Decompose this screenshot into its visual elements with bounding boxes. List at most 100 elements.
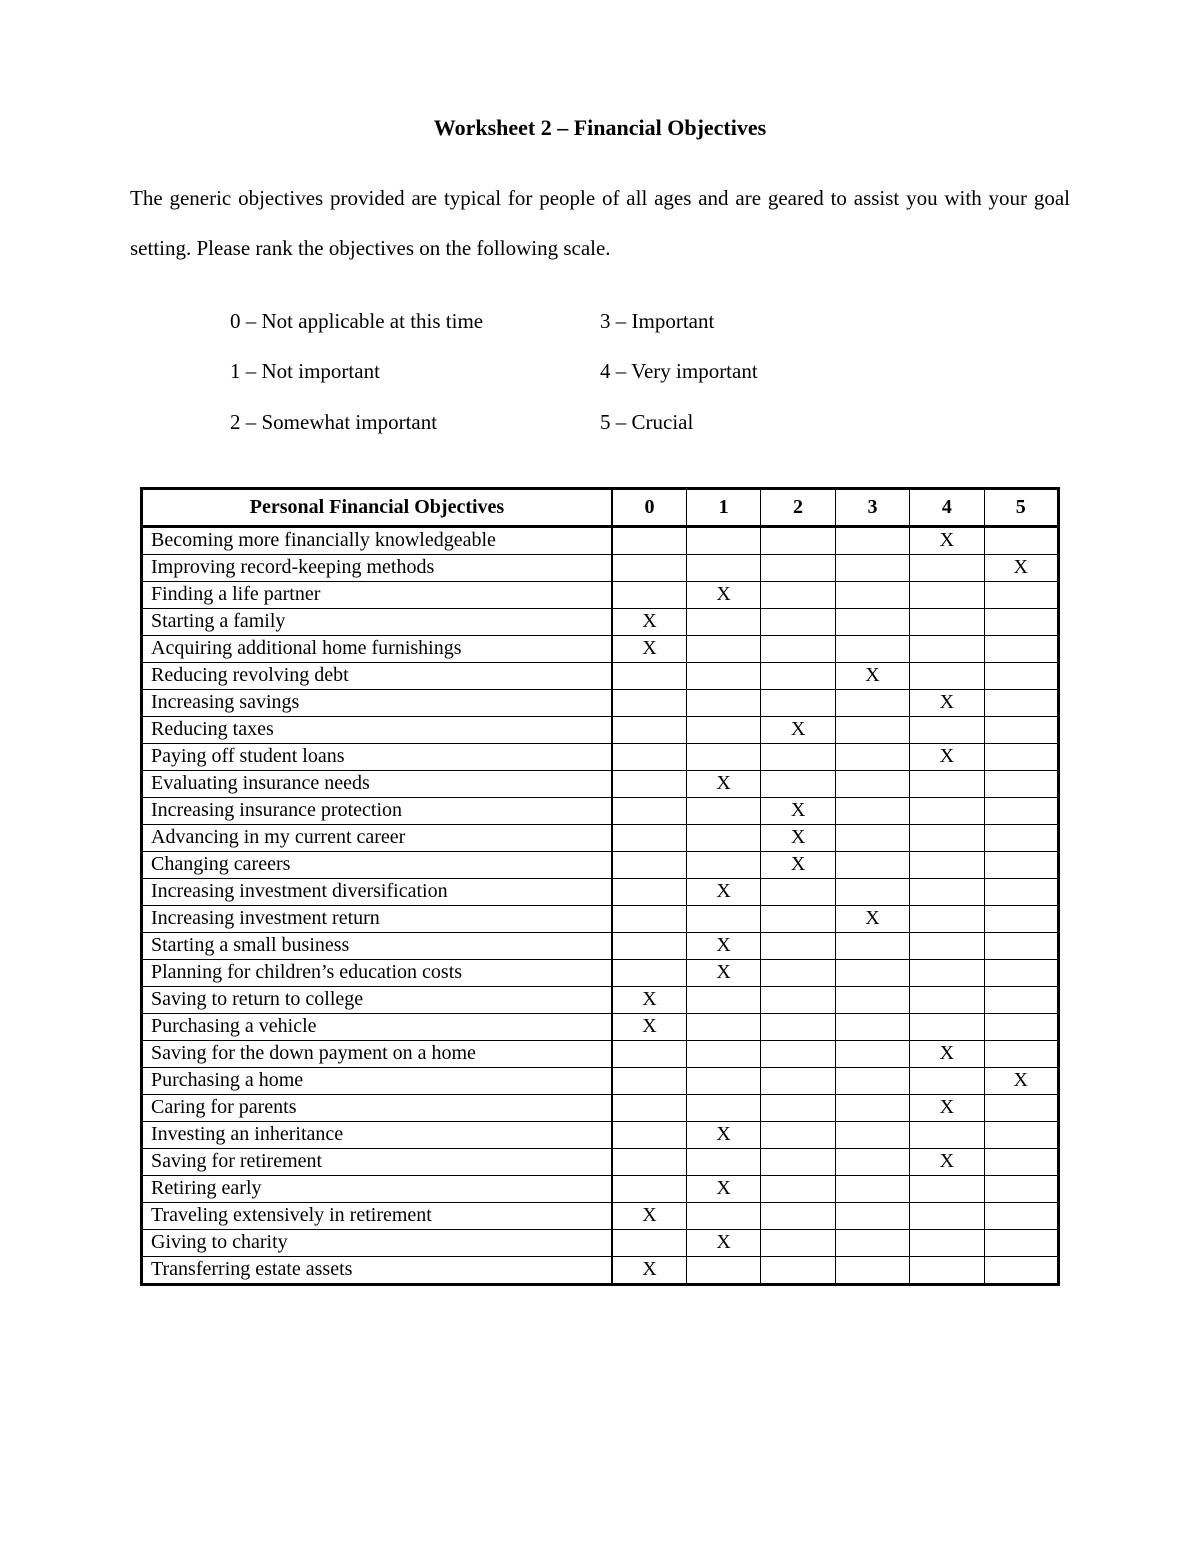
- objective-label: Saving to return to college: [142, 986, 613, 1013]
- table-row: Purchasing a vehicleX: [142, 1013, 1059, 1040]
- objective-label: Increasing investment return: [142, 905, 613, 932]
- rank-cell-4: [910, 1229, 984, 1256]
- table-row: Advancing in my current careerX: [142, 824, 1059, 851]
- column-header-0: 0: [612, 488, 686, 526]
- rank-cell-1: X: [686, 770, 760, 797]
- table-row: Saving for retirementX: [142, 1148, 1059, 1175]
- objectives-table: Personal Financial Objectives 0 1 2 3 4 …: [140, 487, 1060, 1286]
- rank-cell-1: [686, 1040, 760, 1067]
- rank-cell-2: [761, 1202, 835, 1229]
- rank-cell-3: [835, 1013, 909, 1040]
- rank-cell-5: [984, 581, 1058, 608]
- rank-cell-0: X: [612, 1013, 686, 1040]
- rank-cell-3: [835, 1040, 909, 1067]
- rank-cell-3: [835, 608, 909, 635]
- rank-cell-4: [910, 986, 984, 1013]
- rank-cell-5: [984, 1229, 1058, 1256]
- rank-cell-4: [910, 716, 984, 743]
- rank-cell-4: [910, 1202, 984, 1229]
- objective-label: Starting a small business: [142, 932, 613, 959]
- rank-cell-0: [612, 1094, 686, 1121]
- objective-label: Caring for parents: [142, 1094, 613, 1121]
- rank-cell-1: [686, 1202, 760, 1229]
- rank-cell-3: [835, 1067, 909, 1094]
- rank-cell-0: [612, 554, 686, 581]
- table-row: Purchasing a homeX: [142, 1067, 1059, 1094]
- table-row: Changing careers X: [142, 851, 1059, 878]
- rank-cell-1: X: [686, 581, 760, 608]
- rank-cell-5: [984, 662, 1058, 689]
- rank-cell-4: [910, 608, 984, 635]
- rank-cell-5: [984, 1256, 1058, 1284]
- rank-cell-4: X: [910, 1094, 984, 1121]
- rank-cell-1: [686, 851, 760, 878]
- rank-cell-1: [686, 526, 760, 554]
- rank-cell-5: [984, 770, 1058, 797]
- rank-cell-3: [835, 932, 909, 959]
- rank-cell-3: [835, 1256, 909, 1284]
- rank-cell-2: X: [761, 797, 835, 824]
- rank-cell-2: [761, 770, 835, 797]
- column-header-2: 2: [761, 488, 835, 526]
- rank-cell-0: X: [612, 635, 686, 662]
- scale-legend: 0 – Not applicable at this time 3 – Impo…: [230, 296, 1070, 447]
- rank-cell-1: X: [686, 959, 760, 986]
- rank-cell-5: [984, 689, 1058, 716]
- rank-cell-4: [910, 878, 984, 905]
- rank-cell-3: [835, 878, 909, 905]
- rank-cell-3: [835, 1094, 909, 1121]
- rank-cell-3: [835, 851, 909, 878]
- rank-cell-5: [984, 959, 1058, 986]
- rank-cell-3: [835, 770, 909, 797]
- rank-cell-2: [761, 554, 835, 581]
- rank-cell-4: [910, 554, 984, 581]
- rank-cell-0: [612, 716, 686, 743]
- table-row: Becoming more financially knowledgeableX: [142, 526, 1059, 554]
- objective-label: Giving to charity: [142, 1229, 613, 1256]
- rank-cell-2: X: [761, 851, 835, 878]
- rank-cell-1: X: [686, 932, 760, 959]
- rank-cell-3: [835, 1148, 909, 1175]
- rank-cell-3: [835, 797, 909, 824]
- table-row: Saving to return to collegeX: [142, 986, 1059, 1013]
- table-row: Reducing revolving debtX: [142, 662, 1059, 689]
- rank-cell-5: [984, 1094, 1058, 1121]
- rank-cell-3: [835, 1121, 909, 1148]
- rank-cell-1: [686, 743, 760, 770]
- table-row: Increasing investment returnX: [142, 905, 1059, 932]
- rank-cell-5: X: [984, 1067, 1058, 1094]
- rank-cell-3: X: [835, 662, 909, 689]
- rank-cell-1: [686, 662, 760, 689]
- rank-cell-0: [612, 526, 686, 554]
- table-row: Increasing insurance protectionX: [142, 797, 1059, 824]
- rank-cell-0: X: [612, 608, 686, 635]
- rank-cell-2: [761, 905, 835, 932]
- rank-cell-0: [612, 932, 686, 959]
- table-row: Acquiring additional home furnishingsX: [142, 635, 1059, 662]
- rank-cell-3: [835, 554, 909, 581]
- rank-cell-2: [761, 608, 835, 635]
- rank-cell-3: [835, 1229, 909, 1256]
- objective-label: Advancing in my current career: [142, 824, 613, 851]
- scale-item: 2 – Somewhat important: [230, 397, 600, 447]
- scale-item: 3 – Important: [600, 296, 1070, 346]
- rank-cell-4: X: [910, 1148, 984, 1175]
- rank-cell-4: [910, 824, 984, 851]
- rank-cell-0: [612, 1175, 686, 1202]
- table-row: Finding a life partnerX: [142, 581, 1059, 608]
- rank-cell-0: [612, 797, 686, 824]
- scale-row: 0 – Not applicable at this time 3 – Impo…: [230, 296, 1070, 346]
- rank-cell-0: [612, 851, 686, 878]
- rank-cell-4: [910, 851, 984, 878]
- worksheet-page: Worksheet 2 – Financial Objectives The g…: [0, 0, 1200, 1386]
- rank-cell-3: [835, 635, 909, 662]
- rank-cell-5: [984, 1040, 1058, 1067]
- rank-cell-0: [612, 1067, 686, 1094]
- rank-cell-1: [686, 1094, 760, 1121]
- rank-cell-4: [910, 1175, 984, 1202]
- rank-cell-0: [612, 689, 686, 716]
- rank-cell-1: X: [686, 1229, 760, 1256]
- rank-cell-4: [910, 662, 984, 689]
- objective-label: Changing careers: [142, 851, 613, 878]
- rank-cell-1: [686, 986, 760, 1013]
